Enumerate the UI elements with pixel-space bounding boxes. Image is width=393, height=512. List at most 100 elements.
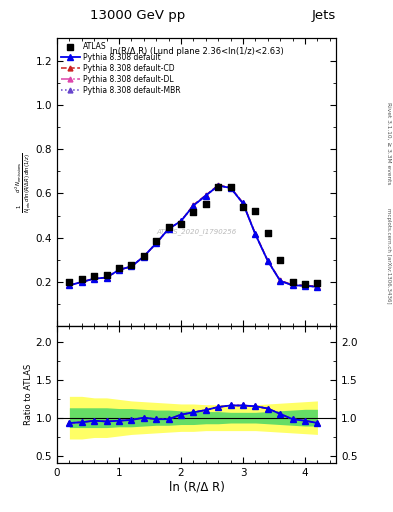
Pythia 8.308 default-DL [265,258,270,264]
Line: Pythia 8.308 default-DL: Pythia 8.308 default-DL [67,183,320,289]
Pythia 8.308 default [92,275,97,282]
ATLAS [153,237,159,245]
ATLAS [302,280,308,288]
Pythia 8.308 default-MBR [179,218,184,224]
Pythia 8.308 default-MBR [216,183,220,189]
Text: mcplots.cern.ch [arXiv:1306.3436]: mcplots.cern.ch [arXiv:1306.3436] [386,208,391,304]
Legend: ATLAS, Pythia 8.308 default, Pythia 8.308 default-CD, Pythia 8.308 default-DL, P: ATLAS, Pythia 8.308 default, Pythia 8.30… [59,40,182,96]
Pythia 8.308 default-MBR [241,200,245,206]
Pythia 8.308 default [278,278,283,284]
Pythia 8.308 default-DL [104,274,109,281]
ATLAS [203,200,209,208]
ATLAS [264,229,271,238]
Pythia 8.308 default [216,183,220,189]
Pythia 8.308 default-MBR [253,231,258,238]
Pythia 8.308 default-CD [204,192,208,198]
Line: Pythia 8.308 default: Pythia 8.308 default [66,183,320,290]
ATLAS [252,207,259,215]
Pythia 8.308 default [253,231,258,238]
Pythia 8.308 default-DL [303,283,307,289]
Pythia 8.308 default [117,267,121,273]
Y-axis label: Ratio to ATLAS: Ratio to ATLAS [24,364,33,425]
Pythia 8.308 default-MBR [129,263,134,269]
Text: ATLAS_2020_I1790256: ATLAS_2020_I1790256 [156,228,237,234]
Pythia 8.308 default-DL [141,253,146,260]
Pythia 8.308 default-DL [154,240,158,246]
Pythia 8.308 default-MBR [204,193,208,199]
Pythia 8.308 default-CD [265,258,270,264]
Text: Rivet 3.1.10, ≥ 3.3M events: Rivet 3.1.10, ≥ 3.3M events [386,102,391,185]
Y-axis label: $\frac{1}{N_{\mathrm{jets}}}\frac{d^2 N_{\mathrm{emissions}}}{d\ln(R/\Delta R)\,: $\frac{1}{N_{\mathrm{jets}}}\frac{d^2 N_… [14,152,34,212]
Pythia 8.308 default-CD [117,267,121,273]
Pythia 8.308 default [228,185,233,191]
Pythia 8.308 default-MBR [278,278,283,284]
ATLAS [215,183,221,191]
Pythia 8.308 default [67,282,72,288]
Pythia 8.308 default-MBR [315,284,320,290]
Pythia 8.308 default-CD [241,200,245,206]
X-axis label: ln (R/Δ R): ln (R/Δ R) [169,481,224,494]
ATLAS [290,278,296,286]
Pythia 8.308 default-DL [79,279,84,285]
Pythia 8.308 default-CD [79,279,84,285]
Pythia 8.308 default-DL [216,183,220,189]
Pythia 8.308 default-DL [129,263,134,269]
Pythia 8.308 default-MBR [67,282,72,288]
Pythia 8.308 default-DL [290,282,295,288]
ATLAS [178,220,184,228]
Pythia 8.308 default-MBR [191,203,196,209]
ATLAS [190,208,196,217]
Pythia 8.308 default-CD [129,263,134,269]
Pythia 8.308 default-CD [104,274,109,281]
Pythia 8.308 default-DL [228,185,233,191]
Pythia 8.308 default [204,193,208,199]
Pythia 8.308 default-MBR [141,253,146,260]
Pythia 8.308 default [104,274,109,281]
Line: Pythia 8.308 default-CD: Pythia 8.308 default-CD [67,183,320,289]
Pythia 8.308 default-MBR [265,258,270,264]
ATLAS [116,264,122,272]
Pythia 8.308 default-DL [67,282,72,288]
Pythia 8.308 default-CD [92,275,97,282]
Pythia 8.308 default [303,283,307,289]
Pythia 8.308 default-DL [166,226,171,232]
ATLAS [314,279,321,287]
Pythia 8.308 default-DL [179,218,184,224]
Pythia 8.308 default-CD [228,184,233,190]
Pythia 8.308 default-CD [141,253,146,260]
Pythia 8.308 default-MBR [104,274,109,281]
Text: 13000 GeV pp: 13000 GeV pp [90,9,185,22]
ATLAS [165,223,172,231]
Pythia 8.308 default-MBR [79,279,84,285]
ATLAS [141,252,147,260]
Pythia 8.308 default-CD [67,282,72,288]
Pythia 8.308 default-DL [315,284,320,290]
Pythia 8.308 default [141,253,146,260]
Pythia 8.308 default-CD [191,202,196,208]
Pythia 8.308 default [191,203,196,209]
Pythia 8.308 default [241,200,245,206]
Pythia 8.308 default-MBR [117,267,121,273]
Pythia 8.308 default-DL [204,193,208,199]
Pythia 8.308 default-DL [117,267,121,273]
Pythia 8.308 default-CD [253,231,258,237]
ATLAS [91,272,97,281]
Pythia 8.308 default-CD [303,282,307,288]
Pythia 8.308 default-CD [216,182,220,188]
Pythia 8.308 default-CD [154,240,158,246]
Text: Jets: Jets [312,9,336,22]
Pythia 8.308 default-CD [166,226,171,232]
Pythia 8.308 default-MBR [166,226,171,232]
Pythia 8.308 default-MBR [228,185,233,191]
ATLAS [103,271,110,279]
Pythia 8.308 default-MBR [303,283,307,289]
Pythia 8.308 default-MBR [154,240,158,246]
Pythia 8.308 default-MBR [290,282,295,288]
Pythia 8.308 default [179,218,184,224]
Pythia 8.308 default-DL [241,200,245,206]
Pythia 8.308 default-DL [278,278,283,284]
Pythia 8.308 default-CD [278,278,283,284]
Line: Pythia 8.308 default-MBR: Pythia 8.308 default-MBR [67,183,320,289]
ATLAS [79,275,85,283]
Pythia 8.308 default-CD [315,283,320,289]
